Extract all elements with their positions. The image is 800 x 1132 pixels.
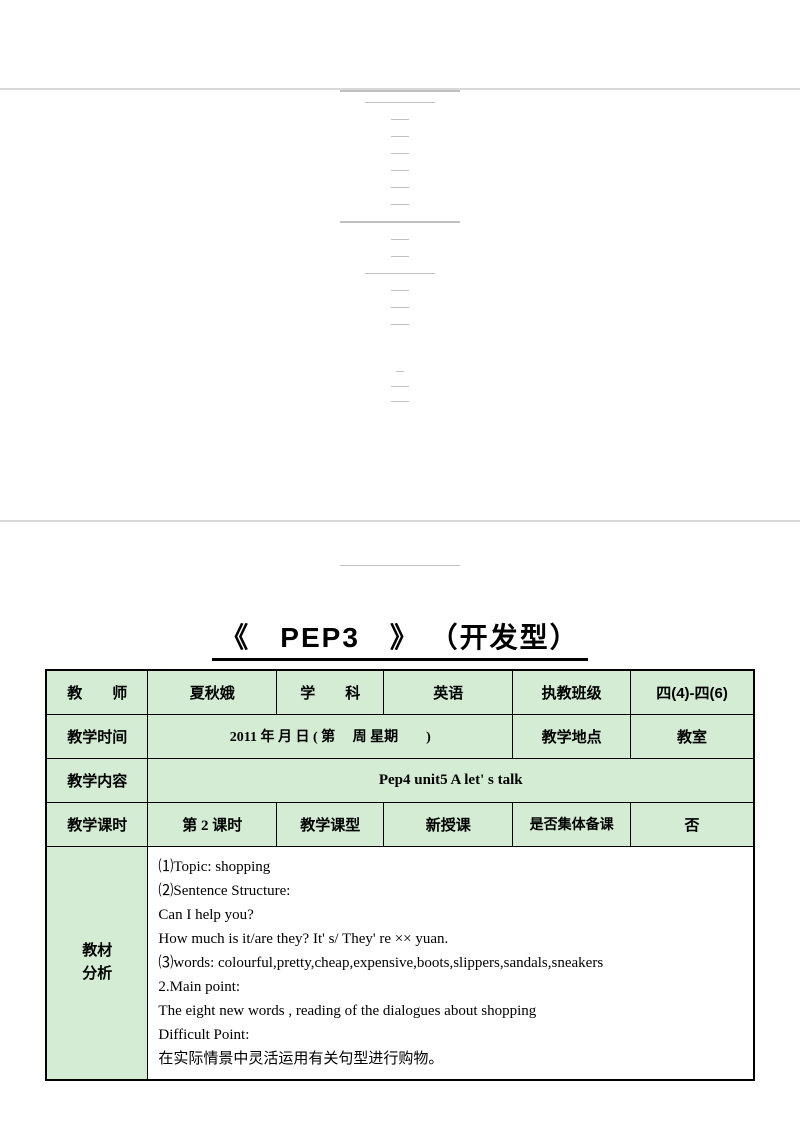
time-value: 2011 年 月 日 ( 第 周 星期 )	[148, 714, 513, 758]
analysis-label: 教材 分析	[46, 846, 148, 1080]
place-label: 教学地点	[513, 714, 631, 758]
group-label: 是否集体备课	[513, 802, 631, 846]
subject-label: 学 科	[277, 670, 384, 714]
teacher-label: 教 师	[46, 670, 148, 714]
content-value: Pep4 unit5 A let' s talk	[148, 758, 754, 802]
document-title: 《 PEP3 》 （开发型）	[0, 616, 800, 661]
group-value: 否	[631, 802, 754, 846]
type-value: 新授课	[384, 802, 513, 846]
class-label: 执教班级	[513, 670, 631, 714]
small-divider	[340, 565, 460, 566]
period-value: 第 2 课时	[148, 802, 277, 846]
class-value: 四(4)-四(6)	[631, 670, 754, 714]
analysis-content: ⑴Topic: shopping ⑵Sentence Structure: Ca…	[148, 846, 754, 1080]
place-value: 教室	[631, 714, 754, 758]
time-label: 教学时间	[46, 714, 148, 758]
center-ruler-marks	[340, 90, 460, 402]
teacher-value: 夏秋娥	[148, 670, 277, 714]
lesson-plan-table: 教 师 夏秋娥 学 科 英语 执教班级 四(4)-四(6) 教学时间 2011 …	[45, 669, 755, 1081]
content-label: 教学内容	[46, 758, 148, 802]
subject-value: 英语	[384, 670, 513, 714]
period-label: 教学课时	[46, 802, 148, 846]
top-blank-area	[0, 0, 800, 540]
type-label: 教学课型	[277, 802, 384, 846]
title-text: 《 PEP3 》 （开发型）	[212, 616, 587, 661]
